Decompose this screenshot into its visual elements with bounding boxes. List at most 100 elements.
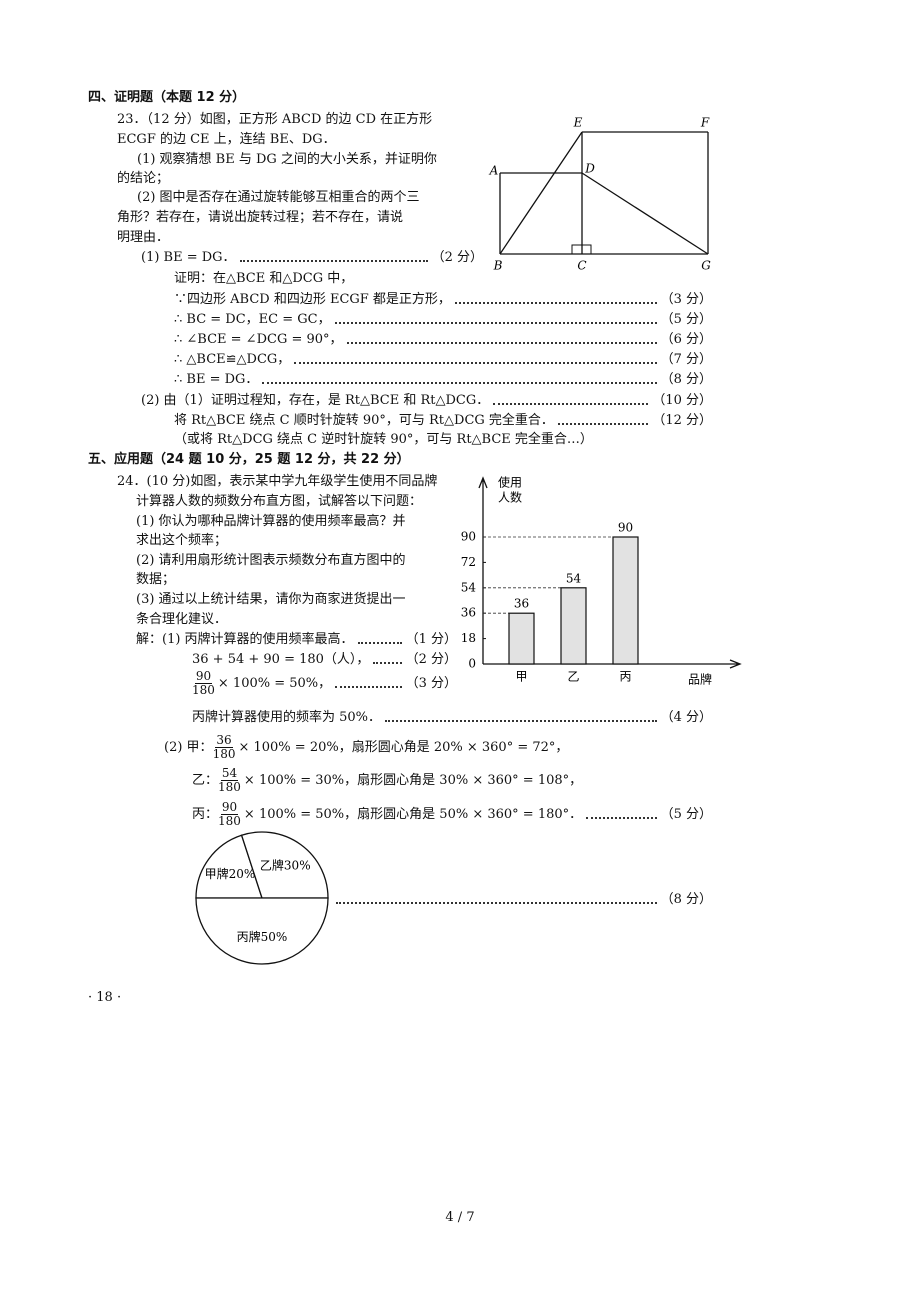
edge xyxy=(499,131,583,255)
text: 将 Rt△BCE 绕点 C 顺时针旋转 90°，可与 Rt△DCG 完全重合． xyxy=(174,413,554,428)
x-tick-label: 丙 xyxy=(619,670,631,684)
solution-line: 90 180 × 100% = 50%， （3 分） xyxy=(192,670,457,697)
solution-line: 丙： 90 180 × 100% = 50%，扇形圆心角是 50% × 360° = … xyxy=(192,801,712,828)
text: × 100% = 50%， xyxy=(217,675,332,691)
score: （1 分） xyxy=(405,632,457,647)
value-label: 36 xyxy=(514,597,529,611)
score: （12 分） xyxy=(652,413,712,428)
text: × 100% = 20%，扇形圆心角是 20% × 360° = 72°， xyxy=(238,739,569,755)
text: (2) 由（1）证明过程知，存在，是 Rt△BCE 和 Rt△DCG． xyxy=(141,393,490,408)
solution-line: 解：(1) 丙牌计算器的使用频率最高． （1 分） xyxy=(136,631,457,649)
text-line: 证明：在△BCE 和△DCG 中， xyxy=(174,271,354,286)
text: × 100% = 50%，扇形圆心角是 50% × 360° = 180°． xyxy=(243,806,583,822)
value-label: 90 xyxy=(618,521,633,535)
y-axis xyxy=(478,476,488,664)
solution-line: （8 分） xyxy=(332,891,712,909)
score: （5 分） xyxy=(660,806,712,822)
solution-line: (2) 由（1）证明过程知，存在，是 Rt△BCE 和 Rt△DCG． （10 分… xyxy=(141,392,712,410)
pie-slice xyxy=(240,831,329,899)
numerator: 90 xyxy=(220,800,239,815)
prefix: 丙： xyxy=(192,806,219,822)
text-line: 23．（12 分）如图，正方形 ABCD 的边 CD 在正方形 xyxy=(117,112,433,127)
solution-line: (1) BE = DG． （2 分） xyxy=(141,249,483,267)
solution-line: 乙： 54 180 × 100% = 30%，扇形圆心角是 30% × 360° = … xyxy=(192,767,582,794)
text-line: (2) 图中是否存在通过旋转能够互相重合的两个三 xyxy=(137,190,420,205)
slice-label: 丙牌50% xyxy=(237,930,288,944)
heading: 五、应用题（24 题 10 分，25 题 12 分，共 22 分） xyxy=(88,452,410,467)
point-label: B xyxy=(493,259,503,273)
solution-line: ∵四边形 ABCD 和四边形 ECGF 都是正方形， （3 分） xyxy=(174,291,712,309)
score: （8 分） xyxy=(660,372,712,387)
y-axis-label: 人数 xyxy=(498,490,522,505)
text: (1) BE = DG． xyxy=(141,250,236,265)
edge xyxy=(581,172,709,255)
point-label: F xyxy=(700,116,710,130)
y-tick-label: 18 xyxy=(461,631,476,645)
pie-slice xyxy=(195,834,263,899)
pie-slice xyxy=(195,897,329,965)
solution-line: ∴ BC = DC，EC = GC， （5 分） xyxy=(174,311,712,329)
denominator: 180 xyxy=(218,814,241,828)
text-line: 求出这个频率； xyxy=(136,533,228,548)
text: ∴ BE = DG． xyxy=(174,372,259,387)
leader xyxy=(373,662,402,664)
text-line: (1) 观察猜想 BE 与 DG 之间的大小关系，并证明你 xyxy=(137,152,437,167)
text: 36 + 54 + 90 = 180（人）， xyxy=(192,652,370,667)
leader xyxy=(586,816,657,819)
score: （8 分） xyxy=(660,892,712,907)
solution-line: ∴ △BCE≌△DCG， （7 分） xyxy=(174,351,712,369)
score: （10 分） xyxy=(652,393,712,408)
score: （6 分） xyxy=(660,332,712,347)
text: ∵四边形 ABCD 和四边形 ECGF 都是正方形， xyxy=(174,292,451,307)
prefix: 乙： xyxy=(192,772,219,788)
leader xyxy=(557,423,649,425)
y-tick-label: 54 xyxy=(461,580,477,594)
leader xyxy=(493,403,649,405)
value-label: 54 xyxy=(566,571,582,585)
solution-line: (2) 甲： 36 180 × 100% = 20%，扇形圆心角是 20% × 360… xyxy=(164,734,568,761)
text-line: 数据； xyxy=(136,572,176,587)
y-tick-label: 36 xyxy=(461,606,476,620)
solution-line: 丙牌计算器使用的频率为 50%． （4 分） xyxy=(192,709,712,727)
text-line: （或将 Rt△DCG 绕点 C 逆时针旋转 90°，可与 Rt△BCE 完全重合… xyxy=(174,432,593,447)
leader xyxy=(335,685,402,688)
solution-line: 将 Rt△BCE 绕点 C 顺时针旋转 90°，可与 Rt△DCG 完全重合． （… xyxy=(174,412,712,430)
text-line: 角形？若存在，请说出旋转过程；若不存在，请说 xyxy=(117,210,404,225)
bar xyxy=(508,612,535,665)
text-line: 条合理化建议． xyxy=(136,612,228,627)
heading: 四、证明题（本题 12 分） xyxy=(88,90,246,105)
leader xyxy=(385,720,657,722)
denominator: 180 xyxy=(192,683,215,697)
point-label: G xyxy=(701,259,711,273)
text: 解：(1) 丙牌计算器的使用频率最高． xyxy=(136,632,354,647)
slice-label: 甲牌20% xyxy=(205,867,256,881)
x-tick-label: 乙 xyxy=(567,670,579,684)
x-tick-label: 甲 xyxy=(515,670,527,684)
score: （2 分） xyxy=(405,652,457,667)
y-tick-label: 90 xyxy=(461,530,476,544)
point-label: A xyxy=(489,164,499,178)
leader xyxy=(357,642,402,644)
leader xyxy=(239,260,428,262)
fraction: 90 180 xyxy=(192,670,215,697)
fraction: 54 180 xyxy=(218,767,241,794)
score: （3 分） xyxy=(660,292,712,307)
bar xyxy=(560,587,587,665)
solution-line: ∴ ∠BCE = ∠DCG = 90°， （6 分） xyxy=(174,331,712,349)
leader xyxy=(454,302,657,304)
leader xyxy=(334,322,657,324)
text-line: ECGF 的边 CE 上，连结 BE、DG． xyxy=(117,132,336,147)
text: ∴ BC = DC，EC = GC， xyxy=(174,312,331,327)
point-label: E xyxy=(573,116,583,130)
numerator: 36 xyxy=(215,733,233,748)
denominator: 180 xyxy=(212,747,236,761)
score: （3 分） xyxy=(405,675,457,691)
leader xyxy=(294,362,657,364)
prefix: (2) 甲： xyxy=(164,739,213,755)
right-angle xyxy=(571,244,592,254)
text: ∴ △BCE≌△DCG， xyxy=(174,352,291,367)
score: （2 分） xyxy=(431,250,483,265)
text-line: (1) 你认为哪种品牌计算器的使用频率最高？并 xyxy=(136,514,406,529)
